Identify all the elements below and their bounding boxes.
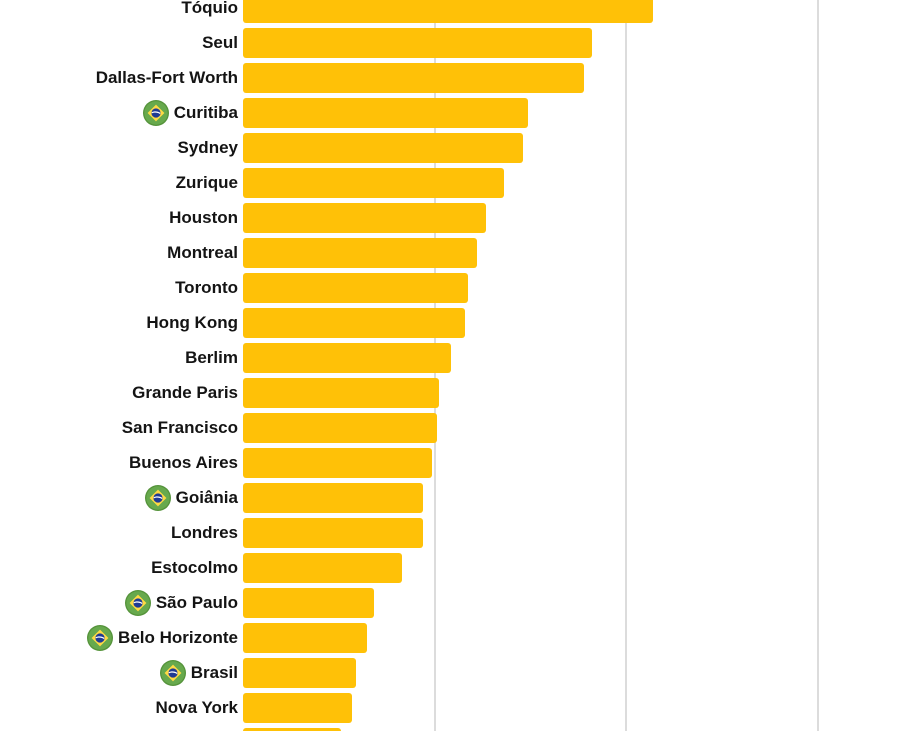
bar <box>243 728 341 731</box>
category-label: Tóquio <box>0 0 238 23</box>
bar <box>243 273 468 303</box>
label-text: Tóquio <box>181 0 238 17</box>
label-text: Grande Paris <box>132 383 238 402</box>
bar <box>243 238 477 268</box>
label-text: Londres <box>170 523 238 542</box>
bar <box>243 133 523 163</box>
bar <box>243 518 423 548</box>
row-dallas-fort-worth: Dallas-Fort Worth <box>0 63 910 93</box>
label-text: Toronto <box>175 278 238 297</box>
brazil-flag-icon <box>159 660 186 686</box>
label-text: Dallas-Fort Worth <box>95 68 238 87</box>
category-label: Houston <box>0 203 238 233</box>
row-toronto: Toronto <box>0 273 910 303</box>
bar <box>243 28 592 58</box>
category-label: Zurique <box>0 168 238 198</box>
row-belo-horizonte: Belo Horizonte <box>0 623 910 653</box>
label-text: Brasil <box>190 663 238 682</box>
bar <box>243 0 653 23</box>
bar <box>243 63 584 93</box>
label-text: Estocolmo <box>151 558 238 577</box>
label-text: Zurique <box>175 173 238 192</box>
bar <box>243 378 439 408</box>
row-clipped-bottom <box>0 728 910 731</box>
category-label: Hong Kong <box>0 308 238 338</box>
category-label: São Paulo <box>0 588 238 618</box>
gridline-3 <box>817 0 819 731</box>
gridline-2 <box>625 0 627 731</box>
bar <box>243 483 423 513</box>
bar <box>243 308 465 338</box>
row-berlim: Berlim <box>0 343 910 373</box>
brazil-flag-icon <box>142 100 169 126</box>
label-text: San Francisco <box>121 418 238 437</box>
row-toquio: Tóquio <box>0 0 910 23</box>
brazil-flag-icon <box>87 625 114 651</box>
brazil-flag-icon <box>124 590 151 616</box>
category-label: Montreal <box>0 238 238 268</box>
label-text: Curitiba <box>173 103 238 122</box>
row-brasil: Brasil <box>0 658 910 688</box>
category-label: Grande Paris <box>0 378 238 408</box>
category-label: Estocolmo <box>0 553 238 583</box>
bar <box>243 693 352 723</box>
row-londres: Londres <box>0 518 910 548</box>
category-label: Londres <box>0 518 238 548</box>
row-nova-york: Nova York <box>0 693 910 723</box>
label-text: Montreal <box>167 243 238 262</box>
row-san-francisco: San Francisco <box>0 413 910 443</box>
row-goiania: Goiânia <box>0 483 910 513</box>
row-sao-paulo: São Paulo <box>0 588 910 618</box>
category-label: Dallas-Fort Worth <box>0 63 238 93</box>
bar <box>243 658 356 688</box>
row-buenos-aires: Buenos Aires <box>0 448 910 478</box>
label-text: Sydney <box>177 138 238 157</box>
label-text: Goiânia <box>175 488 238 507</box>
label-text: Belo Horizonte <box>118 628 238 647</box>
bar <box>243 553 402 583</box>
label-text: Buenos Aires <box>129 453 238 472</box>
row-estocolmo: Estocolmo <box>0 553 910 583</box>
category-label: San Francisco <box>0 413 238 443</box>
row-hong-kong: Hong Kong <box>0 308 910 338</box>
row-houston: Houston <box>0 203 910 233</box>
category-label: Goiânia <box>0 483 238 513</box>
row-curitiba: Curitiba <box>0 98 910 128</box>
row-montreal: Montreal <box>0 238 910 268</box>
category-label: Brasil <box>0 658 238 688</box>
label-text: Hong Kong <box>146 313 238 332</box>
row-sydney: Sydney <box>0 133 910 163</box>
bar <box>243 343 451 373</box>
bar <box>243 203 486 233</box>
category-label: Sydney <box>0 133 238 163</box>
category-label: Toronto <box>0 273 238 303</box>
category-label: Seul <box>0 28 238 58</box>
row-seul: Seul <box>0 28 910 58</box>
category-label: Buenos Aires <box>0 448 238 478</box>
bar <box>243 413 437 443</box>
bar <box>243 168 504 198</box>
category-label: Curitiba <box>0 98 238 128</box>
label-text: Berlim <box>185 348 238 367</box>
bar <box>243 623 367 653</box>
label-text: Nova York <box>155 698 238 717</box>
bar <box>243 98 528 128</box>
category-label: Belo Horizonte <box>0 623 238 653</box>
category-label: Nova York <box>0 693 238 723</box>
bar <box>243 588 374 618</box>
label-text: Houston <box>169 208 238 227</box>
brazil-flag-icon <box>144 485 171 511</box>
bar <box>243 448 432 478</box>
label-text: São Paulo <box>155 593 238 612</box>
label-text: Seul <box>202 33 238 52</box>
category-label: Berlim <box>0 343 238 373</box>
row-zurique: Zurique <box>0 168 910 198</box>
row-grande-paris: Grande Paris <box>0 378 910 408</box>
